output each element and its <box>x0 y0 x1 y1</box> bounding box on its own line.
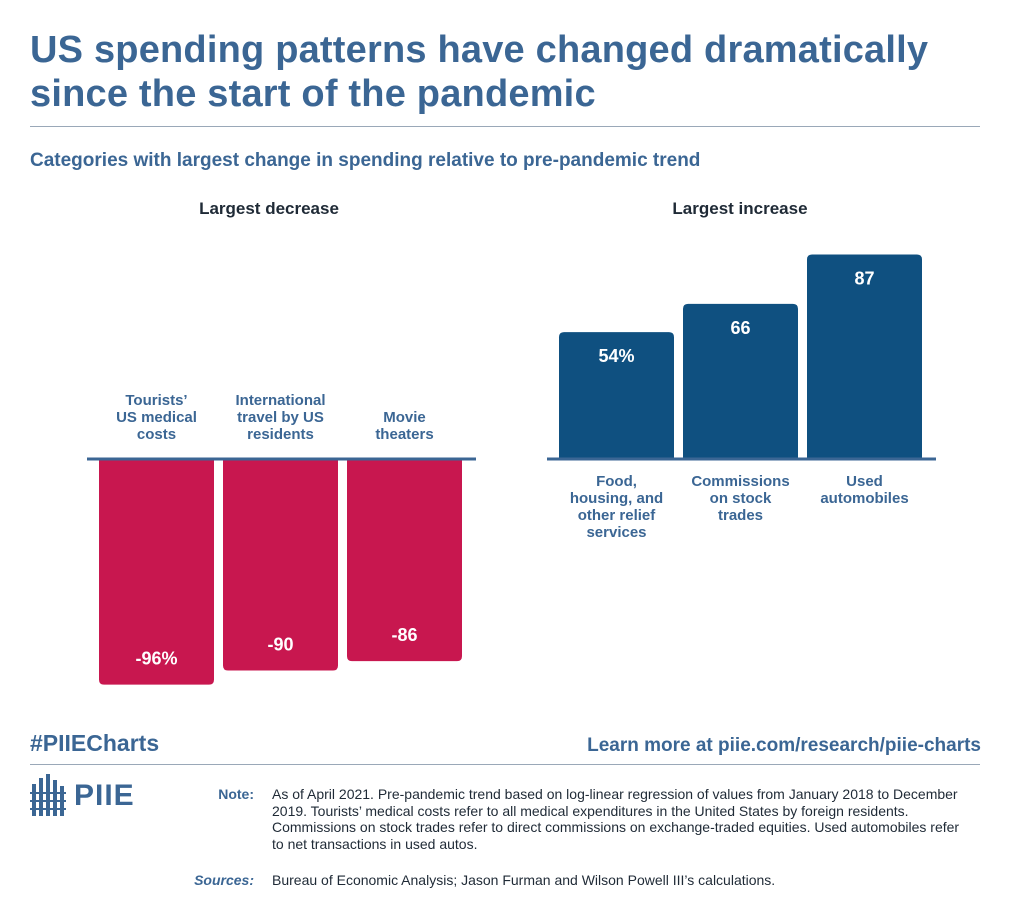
decrease-bar <box>347 459 462 662</box>
increase-panel-title: Largest increase <box>672 199 808 218</box>
increase-value-label: 87 <box>854 269 874 289</box>
increase-category-label: Food, <box>596 473 637 490</box>
chart-title: US spending patterns have changed dramat… <box>30 29 929 115</box>
decrease-value-label: -90 <box>267 635 293 655</box>
building-icon <box>30 774 66 816</box>
logo-wordmark: PIIE <box>74 779 135 812</box>
chart-subtitle: Categories with largest change in spendi… <box>30 150 701 171</box>
decrease-category-label: costs <box>137 426 176 443</box>
decrease-category-label: Movie <box>383 409 426 426</box>
decrease-category-label: Tourists’ <box>125 392 187 409</box>
note-label: Note: <box>218 786 254 802</box>
decrease-category-label: US medical <box>116 409 197 426</box>
increase-category-label: automobiles <box>820 490 908 507</box>
increase-bar <box>683 303 798 459</box>
increase-category-label: Commissions <box>691 473 789 490</box>
increase-category-label: Used <box>846 473 883 490</box>
increase-category-label: on stock <box>710 490 772 507</box>
piie-logo: PIIE <box>30 774 135 818</box>
increase-bar <box>807 254 922 459</box>
decrease-panel-title: Largest decrease <box>199 199 339 218</box>
increase-bar <box>559 332 674 459</box>
decrease-category-label: theaters <box>375 426 433 443</box>
increase-category-label: housing, and <box>570 490 663 507</box>
decrease-value-label: -96% <box>135 649 177 669</box>
hashtag: #PIIECharts <box>30 730 160 756</box>
learn-more-link[interactable]: Learn more at piie.com/research/piie-cha… <box>587 735 981 756</box>
title-divider <box>30 126 980 127</box>
increase-value-label: 54% <box>598 346 634 366</box>
footer-divider <box>30 764 980 765</box>
decrease-category-label: International <box>235 392 325 409</box>
note-text: As of April 2021. Pre-pandemic trend bas… <box>272 786 960 852</box>
decrease-value-label: -86 <box>391 625 417 645</box>
increase-category-label: services <box>586 524 646 541</box>
decrease-bar <box>99 459 214 685</box>
increase-category-label: other relief <box>578 507 657 524</box>
sources-label: Sources: <box>194 872 254 888</box>
decrease-bar <box>223 459 338 671</box>
decrease-category-label: residents <box>247 426 314 443</box>
sources-text: Bureau of Economic Analysis; Jason Furma… <box>272 872 776 888</box>
increase-value-label: 66 <box>730 318 750 338</box>
increase-category-label: trades <box>718 507 763 524</box>
decrease-category-label: travel by US <box>237 409 324 426</box>
